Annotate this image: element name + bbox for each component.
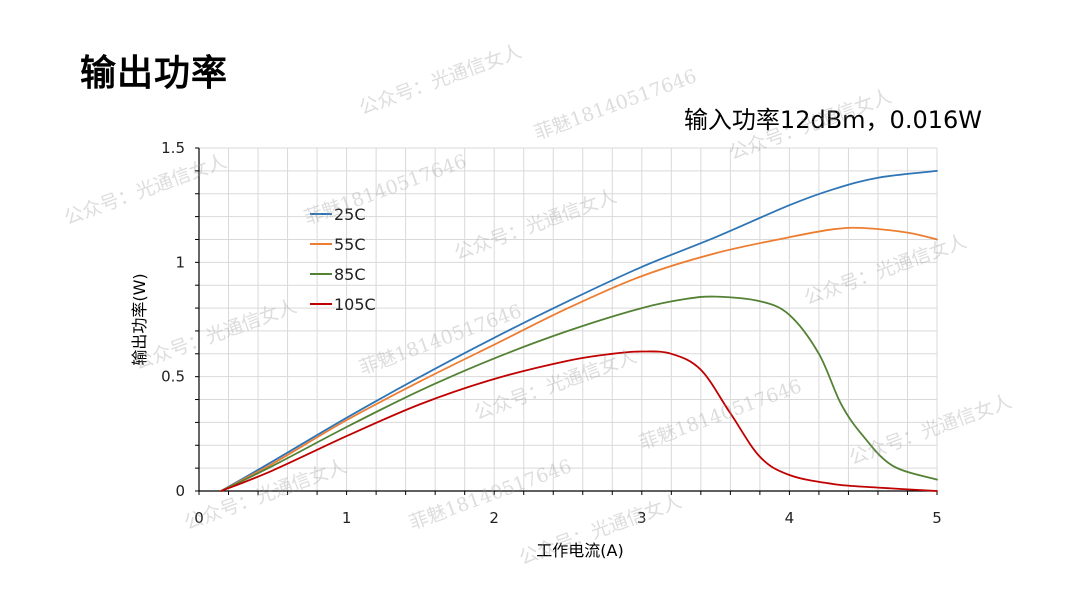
y-tick-label: 0: [175, 482, 185, 500]
series-line-55C: [220, 226, 938, 492]
legend-label-25C: 25C: [334, 205, 366, 224]
y-tick-label: 0.5: [161, 368, 185, 386]
series-line-105C: [220, 350, 938, 492]
axis-labels: 0 1 2 3 4 5 0 0.5 1 1.5 工作电流(A) 输出功率(W): [130, 139, 942, 560]
legend-label-55C: 55C: [334, 235, 366, 254]
page-title: 输出功率: [80, 53, 229, 94]
x-tick-label: 1: [342, 509, 352, 527]
x-tick-label: 4: [785, 509, 795, 527]
y-axis-title: 输出功率(W): [130, 273, 149, 365]
y-tick-label: 1: [175, 253, 185, 271]
series-line-25C: [220, 170, 938, 492]
input-power-note: 输入功率12dBm，0.016W: [683, 106, 982, 134]
x-axis-title: 工作电流(A): [536, 541, 623, 560]
y-tick-label: 1.5: [161, 139, 185, 157]
series-lines: [220, 170, 938, 492]
legend: 25C 55C 85C 105C: [310, 205, 376, 314]
x-tick-label: 0: [194, 509, 204, 527]
x-tick-label: 5: [932, 509, 942, 527]
x-tick-label: 2: [489, 509, 499, 527]
legend-label-105C: 105C: [334, 295, 376, 314]
series-line-85C: [220, 295, 938, 492]
grid-lines: [198, 147, 938, 492]
legend-label-85C: 85C: [334, 265, 366, 284]
axes: [195, 147, 938, 495]
x-tick-label: 3: [637, 509, 647, 527]
